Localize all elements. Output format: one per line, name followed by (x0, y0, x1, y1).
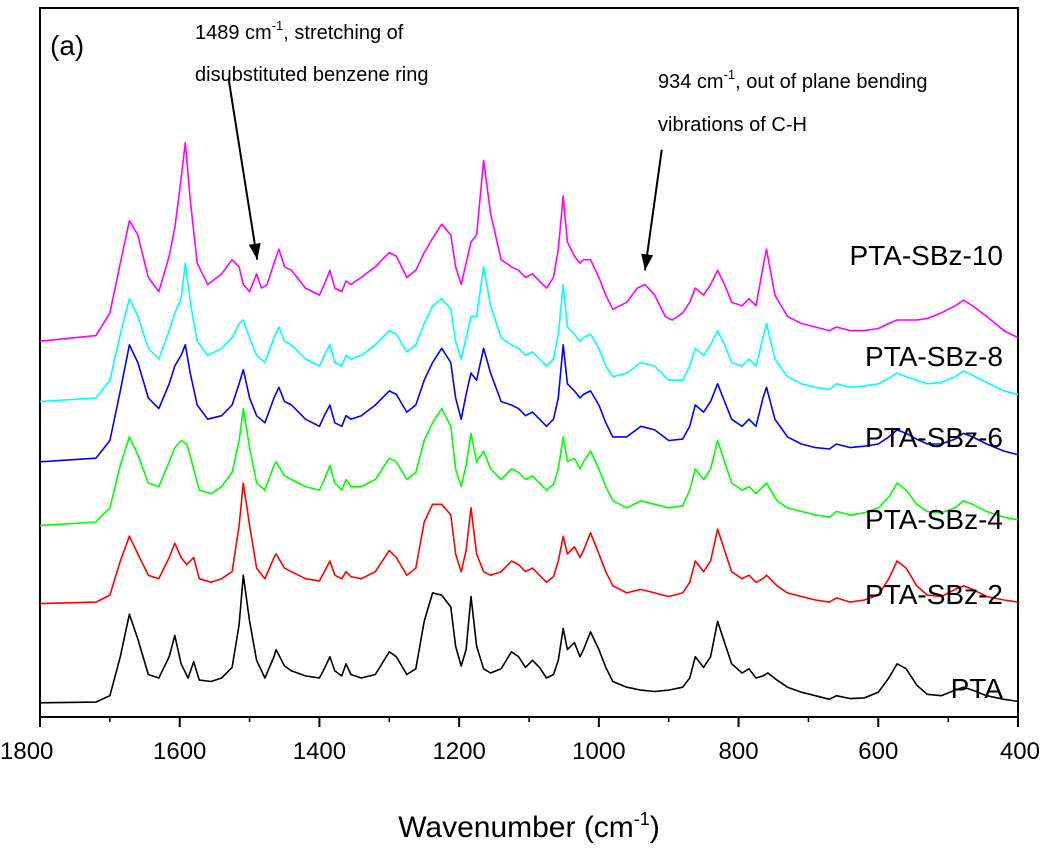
x-tick-label-1400: 1400 (293, 738, 346, 765)
annotation-1-main: 1489 cm (195, 22, 272, 44)
annotation-1-line2: disubstituted benzene ring (195, 64, 429, 86)
x-axis-title-sup: -1 (634, 809, 650, 829)
series-label-pta-sbz-2: PTA-SBz-2 (865, 579, 1003, 610)
series-line-pta-sbz-8 (39, 262, 1019, 403)
series-group (39, 141, 1019, 704)
annotation-2-line1: 934 cm-1, out of plane bending (658, 67, 928, 93)
annotation-1-tail: , stretching of (283, 22, 404, 44)
series-label-pta-sbz-8: PTA-SBz-8 (865, 341, 1003, 372)
annotation-1-line1: 1489 cm-1, stretching of (195, 18, 404, 44)
x-tick-label-800: 800 (719, 738, 759, 765)
annotation-arrowhead-2 (641, 253, 654, 271)
x-axis-title: Wavenumber (cm-1) (398, 809, 660, 844)
annotation-2-line2: vibrations of C-H (658, 114, 807, 136)
annotation-2-tail: , out of plane bending (735, 71, 927, 93)
series-line-pta-sbz-2 (39, 482, 1019, 605)
series-line-pta-sbz-4 (39, 407, 1019, 527)
annotation-1-sup: -1 (272, 18, 284, 33)
annotation-arrow-1 (227, 78, 259, 260)
series-label-pta-sbz-6: PTA-SBz-6 (865, 422, 1003, 453)
panel-label: (a) (50, 30, 84, 61)
annotation-2-sup: -1 (724, 67, 736, 82)
annotation-2-main: 934 cm (658, 71, 724, 93)
series-label-pta: PTA (951, 673, 1004, 704)
series-line-pta-sbz-10 (39, 141, 1019, 342)
x-axis: 1800 1600 1400 1200 1000 800 600 400 (0, 717, 1040, 765)
x-tick-label-1000: 1000 (572, 738, 625, 765)
annotation-arrows (227, 78, 663, 271)
x-tick-label-1200: 1200 (432, 738, 485, 765)
series-line-pta (39, 574, 1019, 704)
annotation-arrowhead-1 (248, 243, 261, 260)
series-label-pta-sbz-4: PTA-SBz-4 (865, 504, 1003, 535)
series-label-pta-sbz-10: PTA-SBz-10 (849, 240, 1003, 271)
x-tick-label-1800: 1800 (0, 738, 53, 765)
annotation-arrow-2 (643, 149, 663, 271)
x-tick-label-1600: 1600 (153, 738, 206, 765)
x-axis-title-main: Wavenumber (cm (398, 811, 634, 844)
x-tick-label-600: 600 (858, 738, 898, 765)
series-line-pta-sbz-6 (39, 344, 1019, 463)
x-tick-label-400: 400 (1000, 738, 1040, 765)
x-axis-title-tail: ) (650, 811, 660, 844)
